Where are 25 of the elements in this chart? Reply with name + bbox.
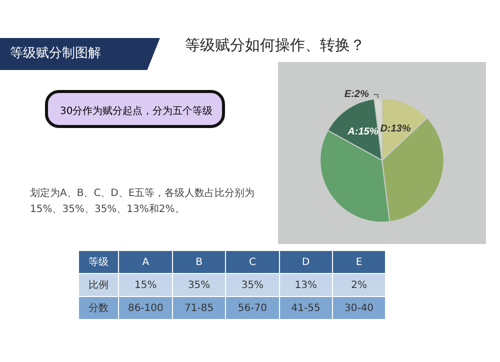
text: E	[332, 250, 386, 274]
text: 56-70	[226, 296, 280, 320]
speech-bubble: 30分作为赋分起点，分为五个等级	[45, 90, 225, 128]
text: 13%	[279, 274, 333, 296]
text: 分数	[78, 296, 119, 320]
data-label: E:2%	[344, 89, 369, 100]
text: 35%	[226, 274, 280, 296]
text: 30-40	[332, 296, 386, 320]
text: 86-100	[118, 296, 172, 320]
text: 划定为A、B、C、D、E五等，各级人数占比分别为15%、35%、35%、13%和2%。	[30, 186, 256, 217]
chart-title: 等级赋分如何操作、转换？	[185, 36, 365, 55]
text: 15%	[118, 274, 172, 296]
text: 41-55	[279, 296, 333, 320]
text: 等级	[78, 250, 119, 274]
text: A	[118, 250, 172, 274]
text: B	[172, 250, 226, 274]
text: 71-85	[172, 296, 226, 320]
text: 2%	[332, 274, 386, 296]
text: 等级赋分制图解	[0, 38, 160, 70]
text: 35%	[172, 274, 226, 296]
text: D	[279, 250, 333, 274]
text: 比例	[78, 274, 119, 296]
text: C	[226, 250, 280, 274]
data-label: D:13%	[380, 124, 411, 135]
data-label: A:15%	[346, 126, 378, 138]
